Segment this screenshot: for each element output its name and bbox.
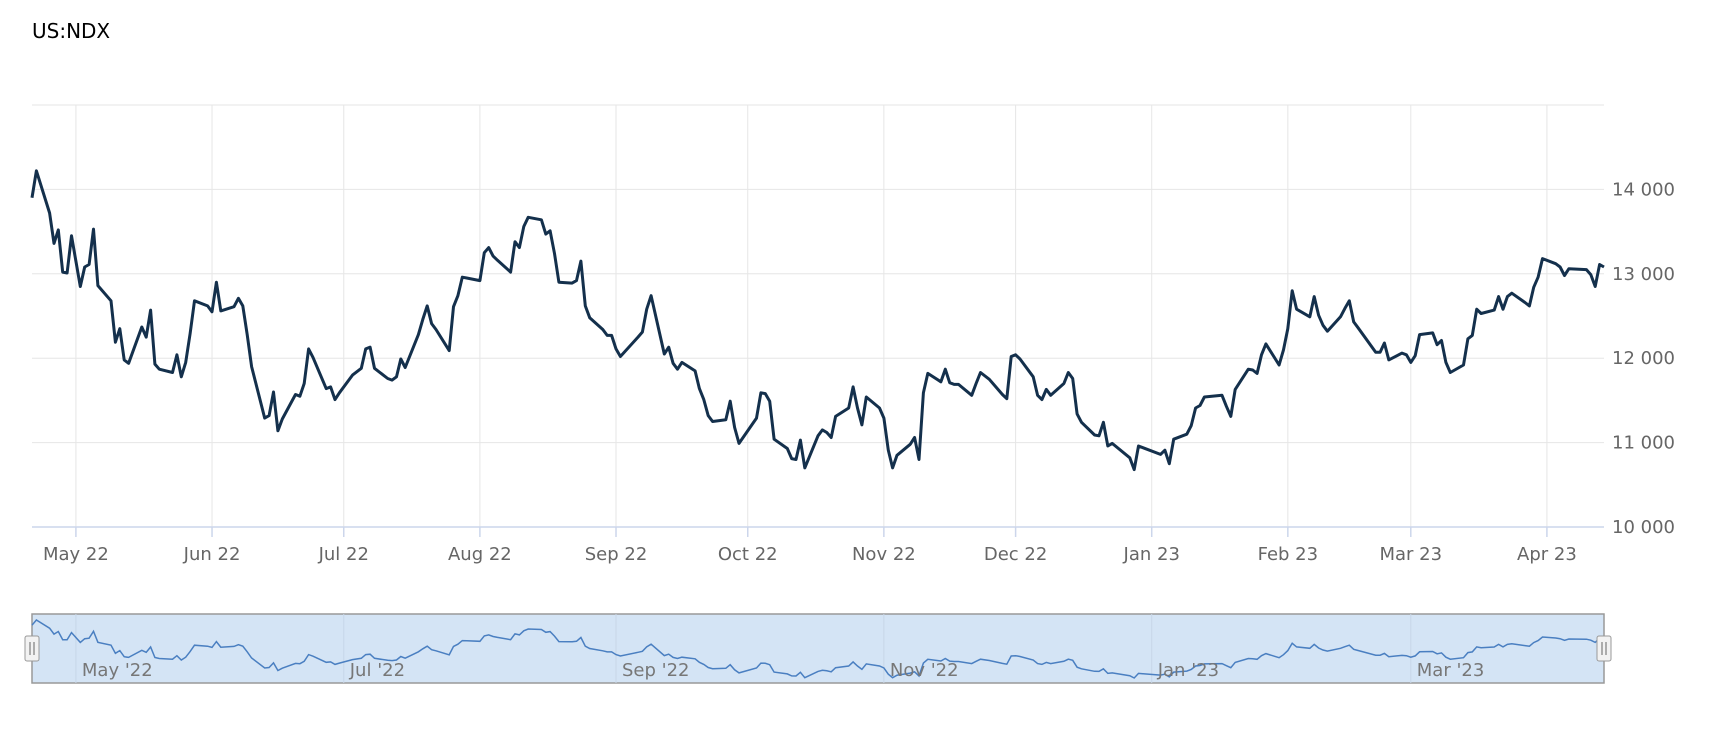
navigator-tick-label: Mar '23 bbox=[1417, 660, 1485, 681]
x-tick-label: Jun 22 bbox=[183, 544, 241, 565]
navigator[interactable]: May '22 Jul '22 Sep '22 Nov '22 Jan '23 Mar '… bbox=[24, 613, 1612, 684]
navigator-right-handle[interactable] bbox=[1596, 635, 1612, 662]
navigator-tick-label: Jul '22 bbox=[349, 660, 405, 681]
navigator-tick-label: Sep '22 bbox=[622, 660, 690, 681]
price-line bbox=[30, 169, 1605, 472]
y-tick-label: 14 000 bbox=[1612, 179, 1675, 200]
navigator-axis: May '22 Jul '22 Sep '22 Nov '22 Jan '23 Mar '… bbox=[82, 660, 1484, 681]
x-tick-label: Jul 22 bbox=[318, 544, 369, 565]
x-tick-label: Mar 23 bbox=[1379, 544, 1442, 565]
y-tick-label: 13 000 bbox=[1612, 264, 1675, 285]
x-tick-label: Dec 22 bbox=[984, 544, 1047, 565]
y-tick-label: 10 000 bbox=[1612, 517, 1675, 538]
chart-title: US:NDX bbox=[32, 19, 111, 43]
navigator-gridlines bbox=[75, 614, 1412, 683]
x-tick-label: Jan 23 bbox=[1123, 544, 1180, 565]
x-tick-label: Aug 22 bbox=[448, 544, 512, 565]
y-tick-label: 12 000 bbox=[1612, 348, 1675, 369]
x-tick-label: Apr 23 bbox=[1517, 544, 1577, 565]
x-gridlines bbox=[75, 105, 1548, 527]
y-gridlines bbox=[32, 104, 1604, 528]
navigator-selected-range[interactable] bbox=[31, 613, 1605, 684]
x-tick-label: Oct 22 bbox=[718, 544, 778, 565]
navigator-tick-label: Nov '22 bbox=[890, 660, 959, 681]
navigator-tick-label: Jan '23 bbox=[1157, 660, 1219, 681]
x-tick-label: Sep 22 bbox=[585, 544, 648, 565]
y-axis: 10 000 11 000 12 000 13 000 14 000 bbox=[1612, 179, 1675, 538]
navigator-left-handle[interactable] bbox=[24, 635, 40, 662]
navigator-tick-label: May '22 bbox=[82, 660, 153, 681]
x-tick-label: May 22 bbox=[43, 544, 109, 565]
x-tick-label: Nov 22 bbox=[852, 544, 916, 565]
x-tick-label: Feb 23 bbox=[1258, 544, 1319, 565]
x-axis: May 22 Jun 22 Jul 22 Aug 22 Sep 22 Oct 22 Nov … bbox=[43, 527, 1577, 565]
navigator-line bbox=[31, 619, 1605, 679]
y-tick-label: 11 000 bbox=[1612, 433, 1675, 454]
